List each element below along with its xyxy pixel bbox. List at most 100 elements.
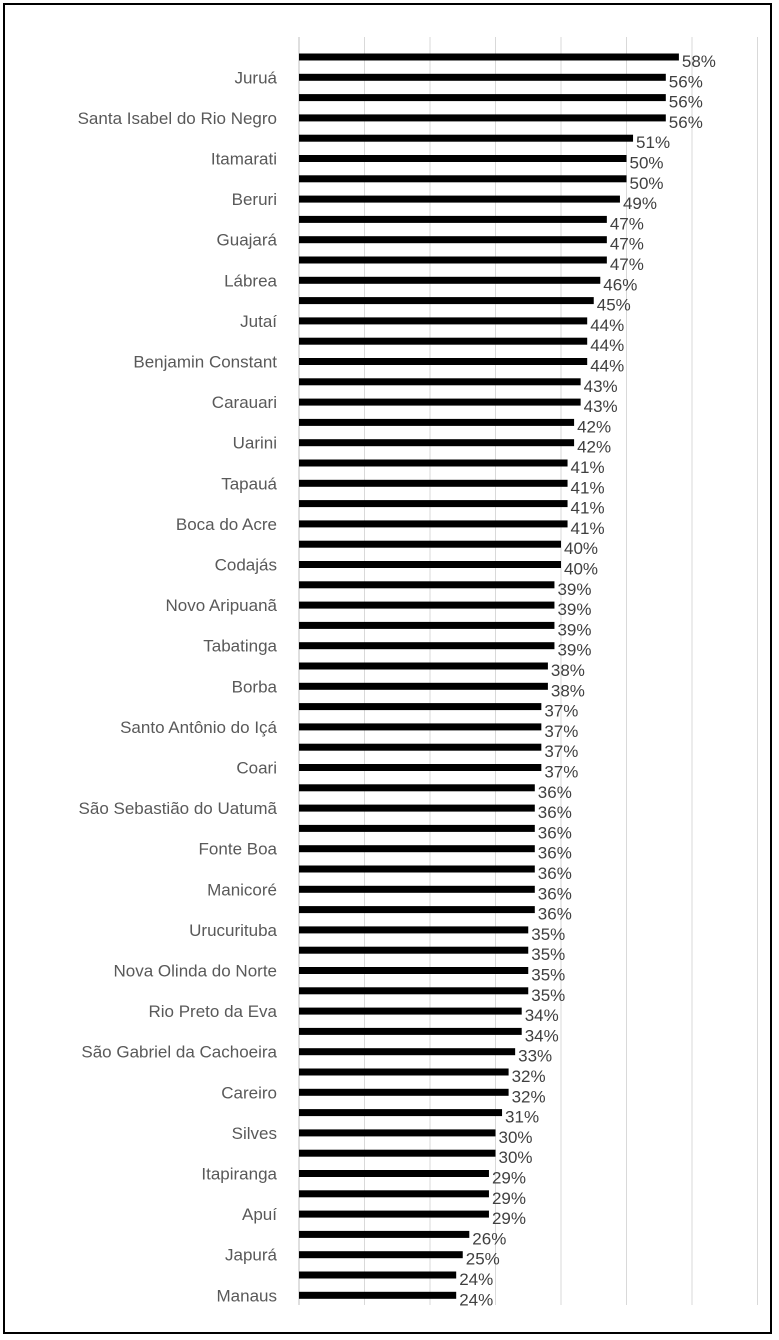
bar xyxy=(299,1291,457,1299)
data-label: 56% xyxy=(669,72,703,91)
data-label: 42% xyxy=(577,438,611,457)
bar xyxy=(299,967,529,974)
category-label: Codajás xyxy=(215,556,277,575)
category-label: Carauari xyxy=(212,393,277,412)
bar xyxy=(299,236,607,244)
data-label: 47% xyxy=(610,214,644,233)
bar xyxy=(299,764,542,771)
data-label: 26% xyxy=(472,1229,506,1248)
category-label: Tabatinga xyxy=(203,637,277,656)
category-label: Boca do Acre xyxy=(176,515,277,534)
data-label: 38% xyxy=(551,661,585,680)
category-label: Jutaí xyxy=(240,312,277,331)
bar xyxy=(299,845,535,853)
category-label: Urucurituba xyxy=(189,921,277,940)
category-label: São Sebastião do Uatumã xyxy=(79,799,278,818)
bar xyxy=(299,1088,509,1096)
data-label: 45% xyxy=(597,296,631,315)
data-label: 39% xyxy=(557,600,591,619)
data-label: 40% xyxy=(564,539,598,558)
data-label: 32% xyxy=(512,1087,546,1106)
data-label: 50% xyxy=(630,154,664,173)
data-label: 31% xyxy=(505,1108,539,1127)
bar xyxy=(299,276,601,284)
data-label: 39% xyxy=(557,620,591,639)
data-label: 41% xyxy=(571,478,605,497)
data-label: 33% xyxy=(518,1047,552,1066)
category-label: Novo Aripuanã xyxy=(165,596,277,615)
bar xyxy=(299,520,568,528)
bar xyxy=(299,1230,470,1238)
data-label: 40% xyxy=(564,560,598,579)
category-label: São Gabriel da Cachoeira xyxy=(81,1043,277,1062)
bar xyxy=(299,297,594,305)
bar xyxy=(299,418,575,426)
data-label: 50% xyxy=(630,174,664,193)
bar xyxy=(299,1251,463,1259)
category-label: Lábrea xyxy=(224,271,277,290)
data-label: 44% xyxy=(590,357,624,376)
bar xyxy=(299,682,548,690)
bar xyxy=(299,134,634,142)
bar xyxy=(299,784,535,792)
category-label: Santo Antônio do Içá xyxy=(120,718,277,737)
category-label: Japurá xyxy=(225,1246,278,1265)
category-label: Uarini xyxy=(233,434,277,453)
data-label: 56% xyxy=(669,93,703,112)
data-label: 38% xyxy=(551,681,585,700)
data-label: 29% xyxy=(492,1209,526,1228)
bar xyxy=(299,946,529,954)
data-label: 43% xyxy=(584,377,618,396)
data-label: 41% xyxy=(571,458,605,477)
bar xyxy=(299,1109,503,1117)
data-label: 36% xyxy=(538,823,572,842)
bar xyxy=(299,439,575,447)
data-label: 24% xyxy=(459,1270,493,1289)
bar xyxy=(299,1190,489,1198)
category-label: Benjamin Constant xyxy=(133,353,277,372)
data-label: 39% xyxy=(557,641,591,660)
bar xyxy=(299,723,542,731)
bar xyxy=(299,317,588,325)
data-label: 25% xyxy=(466,1250,500,1269)
data-label: 35% xyxy=(531,966,565,985)
bar xyxy=(299,642,555,650)
bar xyxy=(299,601,555,609)
category-label: Tapauá xyxy=(221,474,277,493)
bar xyxy=(299,175,627,183)
data-label: 39% xyxy=(557,580,591,599)
category-label: Itamarati xyxy=(211,150,277,169)
data-label: 29% xyxy=(492,1169,526,1188)
data-label: 37% xyxy=(544,763,578,782)
bar xyxy=(299,662,548,670)
category-label: Rio Preto da Eva xyxy=(148,1002,277,1021)
category-label: Itapiranga xyxy=(201,1165,277,1184)
data-label: 58% xyxy=(682,52,716,71)
bar xyxy=(299,824,535,832)
data-label: 35% xyxy=(531,986,565,1005)
bar xyxy=(299,561,561,568)
data-label: 29% xyxy=(492,1189,526,1208)
bar xyxy=(299,215,607,223)
data-label: 46% xyxy=(603,275,637,294)
bar xyxy=(299,155,627,162)
bar xyxy=(299,987,529,995)
bar xyxy=(299,1007,522,1015)
data-label: 37% xyxy=(544,702,578,721)
data-label: 36% xyxy=(538,905,572,924)
category-label: Apuí xyxy=(242,1205,277,1224)
bar xyxy=(299,73,666,81)
bar xyxy=(299,500,568,508)
data-label: 24% xyxy=(459,1290,493,1309)
bar xyxy=(299,1149,496,1157)
bar xyxy=(299,581,555,589)
data-label: 30% xyxy=(499,1148,533,1167)
bar xyxy=(299,540,561,548)
data-label: 44% xyxy=(590,336,624,355)
bar xyxy=(299,906,535,914)
bar xyxy=(299,358,588,365)
bar xyxy=(299,459,568,467)
category-label: Silves xyxy=(232,1124,277,1143)
category-label: Guajará xyxy=(217,231,278,250)
